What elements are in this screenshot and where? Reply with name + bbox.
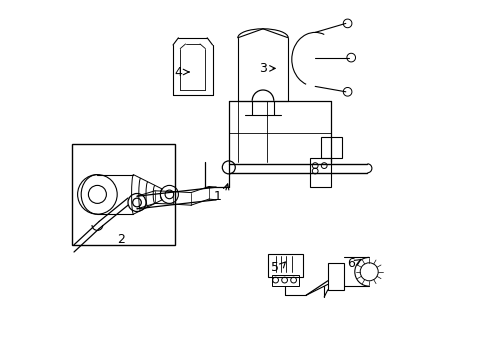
Text: 3: 3 (259, 62, 267, 75)
Text: 1: 1 (214, 190, 221, 203)
Bar (269, 254, 303, 277)
Text: 5: 5 (271, 261, 279, 274)
Bar (272, 275, 299, 286)
Bar (72, 144, 175, 245)
Text: 6: 6 (347, 257, 355, 270)
Bar (310, 158, 331, 187)
Text: 4: 4 (174, 66, 182, 78)
Bar (328, 263, 344, 290)
Text: 2: 2 (117, 233, 125, 246)
Bar (320, 137, 342, 158)
